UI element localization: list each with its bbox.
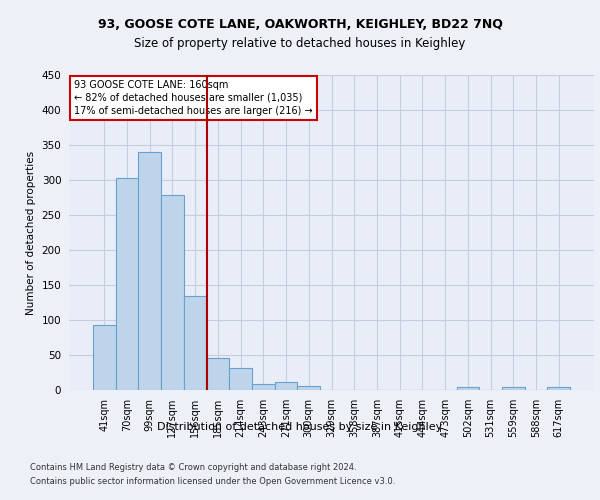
Bar <box>252 384 275 390</box>
Bar <box>206 358 229 390</box>
Bar <box>139 152 161 390</box>
Bar <box>502 386 524 390</box>
Text: Size of property relative to detached houses in Keighley: Size of property relative to detached ho… <box>134 38 466 51</box>
Y-axis label: Number of detached properties: Number of detached properties <box>26 150 36 314</box>
Bar <box>229 368 252 390</box>
Text: Contains HM Land Registry data © Crown copyright and database right 2024.: Contains HM Land Registry data © Crown c… <box>30 462 356 471</box>
Bar <box>298 386 320 390</box>
Bar <box>275 382 298 390</box>
Text: Contains public sector information licensed under the Open Government Licence v3: Contains public sector information licen… <box>30 478 395 486</box>
Bar <box>547 387 570 390</box>
Text: 93, GOOSE COTE LANE, OAKWORTH, KEIGHLEY, BD22 7NQ: 93, GOOSE COTE LANE, OAKWORTH, KEIGHLEY,… <box>98 18 502 30</box>
Text: 93 GOOSE COTE LANE: 160sqm
← 82% of detached houses are smaller (1,035)
17% of s: 93 GOOSE COTE LANE: 160sqm ← 82% of deta… <box>74 80 313 116</box>
Bar <box>457 386 479 390</box>
Bar <box>116 178 139 390</box>
Text: Distribution of detached houses by size in Keighley: Distribution of detached houses by size … <box>157 422 443 432</box>
Bar <box>93 325 116 390</box>
Bar <box>184 296 206 390</box>
Bar <box>161 194 184 390</box>
